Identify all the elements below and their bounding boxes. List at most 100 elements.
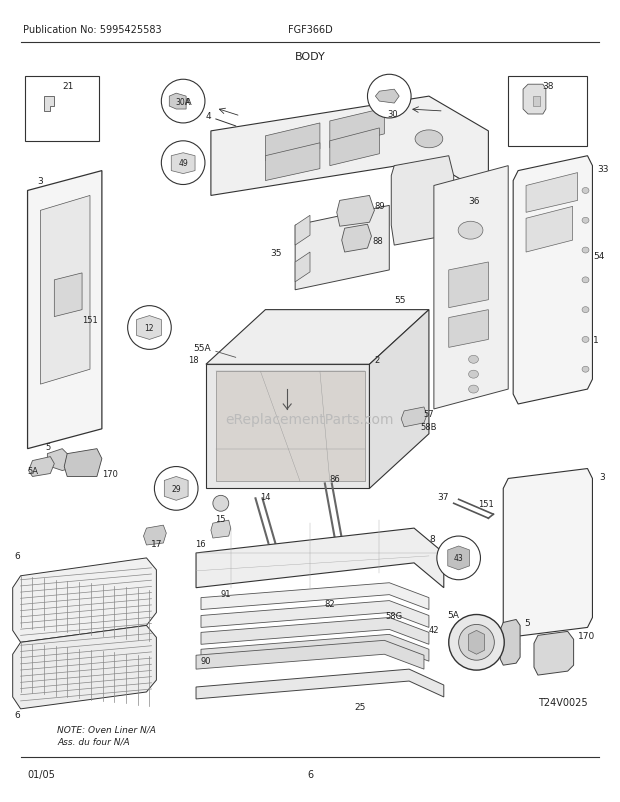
Text: NOTE: Oven Liner N/A: NOTE: Oven Liner N/A [57, 725, 156, 734]
Polygon shape [211, 520, 231, 538]
Ellipse shape [582, 218, 589, 224]
Text: Ass. du four N/A: Ass. du four N/A [57, 737, 130, 746]
Text: 151: 151 [82, 316, 98, 325]
Ellipse shape [582, 277, 589, 283]
Polygon shape [47, 449, 70, 471]
Polygon shape [342, 225, 371, 253]
Text: 12: 12 [144, 323, 155, 333]
Polygon shape [206, 365, 370, 488]
Text: 12: 12 [144, 323, 154, 333]
Text: 29: 29 [171, 484, 181, 493]
Ellipse shape [582, 188, 589, 194]
Text: 5A: 5A [448, 610, 459, 619]
Ellipse shape [415, 131, 443, 148]
Text: 43: 43 [454, 553, 464, 563]
Ellipse shape [582, 307, 589, 314]
Text: 25: 25 [354, 703, 365, 711]
Text: 43: 43 [453, 553, 464, 563]
Polygon shape [469, 630, 484, 654]
Polygon shape [196, 670, 444, 699]
Polygon shape [526, 207, 573, 253]
Text: T24V0025: T24V0025 [538, 697, 588, 707]
Polygon shape [265, 124, 320, 161]
Polygon shape [533, 97, 540, 107]
Polygon shape [434, 167, 508, 410]
Polygon shape [40, 196, 90, 385]
Text: 5: 5 [45, 443, 51, 452]
Polygon shape [12, 558, 156, 642]
Ellipse shape [469, 386, 479, 394]
Text: 55A: 55A [193, 343, 211, 352]
Polygon shape [401, 407, 427, 427]
Text: 170: 170 [102, 469, 118, 479]
Circle shape [449, 615, 504, 670]
Polygon shape [64, 449, 102, 477]
Text: 86: 86 [329, 474, 340, 484]
Text: 49: 49 [177, 159, 189, 168]
Text: 01/05: 01/05 [27, 769, 55, 780]
Polygon shape [295, 216, 310, 245]
Polygon shape [171, 153, 195, 174]
Polygon shape [164, 477, 188, 500]
Polygon shape [513, 156, 593, 404]
Text: 37: 37 [437, 492, 449, 501]
Text: 4: 4 [205, 112, 211, 121]
Ellipse shape [458, 222, 483, 240]
Text: 3: 3 [37, 176, 43, 186]
Ellipse shape [582, 337, 589, 343]
Text: 8: 8 [429, 534, 435, 543]
Polygon shape [295, 253, 310, 282]
Circle shape [368, 75, 411, 119]
Polygon shape [169, 94, 186, 110]
Text: 1: 1 [593, 335, 599, 345]
Text: 35: 35 [271, 249, 282, 257]
Circle shape [161, 80, 205, 124]
Text: 82: 82 [324, 599, 335, 609]
Polygon shape [201, 583, 429, 610]
Text: 90: 90 [201, 656, 211, 665]
Text: 170: 170 [578, 631, 595, 640]
Text: 88: 88 [372, 237, 383, 245]
Text: eReplacementParts.com: eReplacementParts.com [226, 412, 394, 427]
Text: 57: 57 [423, 410, 434, 419]
Text: 29: 29 [170, 484, 182, 493]
Polygon shape [201, 618, 429, 645]
Polygon shape [27, 172, 102, 449]
Circle shape [161, 142, 205, 185]
Text: 49: 49 [179, 159, 188, 168]
Text: 30: 30 [387, 111, 397, 119]
Polygon shape [337, 196, 374, 227]
Polygon shape [265, 144, 320, 181]
Polygon shape [211, 97, 489, 196]
Text: 58B: 58B [421, 423, 437, 431]
Ellipse shape [469, 371, 479, 379]
Circle shape [437, 537, 480, 580]
Ellipse shape [582, 367, 589, 373]
Text: BODY: BODY [294, 52, 326, 63]
Text: 5: 5 [524, 618, 530, 627]
Text: 21: 21 [63, 82, 74, 91]
Text: 58G: 58G [386, 611, 403, 620]
Text: 14: 14 [260, 492, 271, 501]
Text: 18: 18 [188, 355, 199, 364]
Circle shape [128, 306, 171, 350]
Text: 30: 30 [384, 92, 395, 102]
Polygon shape [391, 156, 454, 245]
Text: 6: 6 [307, 769, 313, 780]
Polygon shape [526, 173, 578, 213]
Polygon shape [370, 310, 429, 488]
Text: 36: 36 [469, 196, 480, 205]
Text: 16: 16 [195, 539, 206, 548]
Polygon shape [523, 85, 546, 115]
Polygon shape [449, 310, 489, 348]
Polygon shape [330, 129, 379, 167]
Text: 54: 54 [593, 251, 605, 260]
Polygon shape [201, 634, 429, 662]
Text: 55: 55 [394, 296, 405, 305]
Text: 33: 33 [598, 165, 609, 174]
Polygon shape [29, 457, 55, 477]
Text: 91: 91 [221, 589, 231, 598]
Text: 15: 15 [216, 514, 226, 523]
Text: 42: 42 [429, 625, 440, 634]
Polygon shape [375, 90, 399, 104]
